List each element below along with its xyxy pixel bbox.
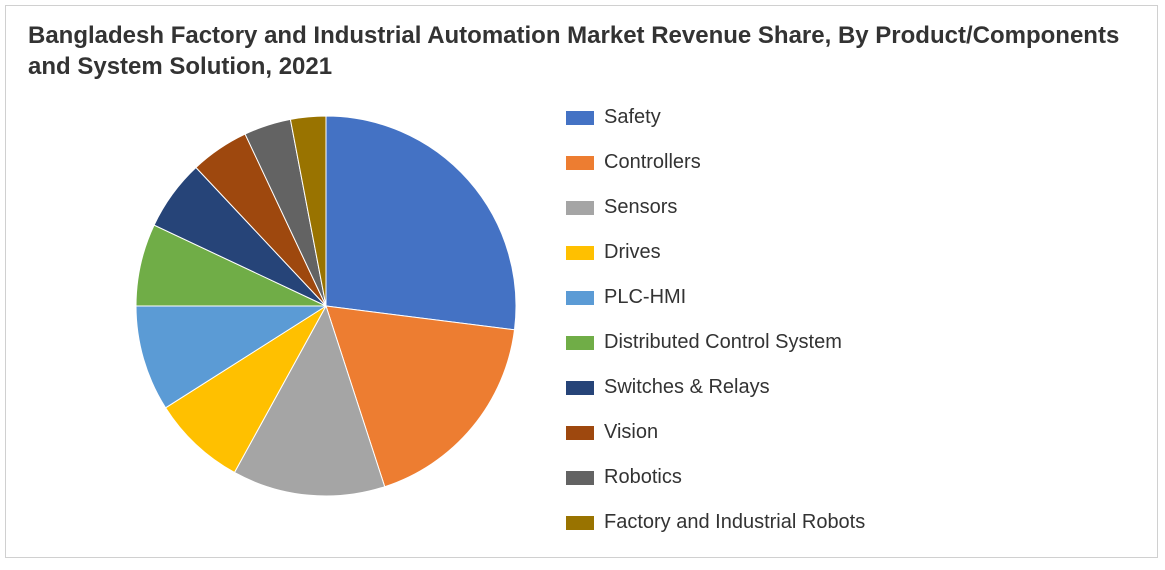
legend-label: Safety	[604, 106, 661, 129]
legend-swatch	[566, 156, 594, 170]
legend-swatch	[566, 471, 594, 485]
legend-swatch	[566, 291, 594, 305]
legend-swatch	[566, 426, 594, 440]
legend-item: Factory and Industrial Robots	[566, 511, 865, 534]
legend-label: PLC-HMI	[604, 286, 686, 309]
legend-item: Switches & Relays	[566, 376, 865, 399]
legend-item: Vision	[566, 421, 865, 444]
legend-item: PLC-HMI	[566, 286, 865, 309]
legend-swatch	[566, 201, 594, 215]
pie-chart	[136, 116, 516, 496]
pie-slice	[326, 116, 516, 330]
legend-label: Vision	[604, 421, 658, 444]
legend-label: Controllers	[604, 151, 701, 174]
legend-label: Factory and Industrial Robots	[604, 511, 865, 534]
legend-item: Controllers	[566, 151, 865, 174]
legend-item: Safety	[566, 106, 865, 129]
legend-swatch	[566, 336, 594, 350]
legend-swatch	[566, 111, 594, 125]
chart-container: Bangladesh Factory and Industrial Automa…	[5, 5, 1158, 558]
legend-item: Distributed Control System	[566, 331, 865, 354]
chart-title: Bangladesh Factory and Industrial Automa…	[28, 20, 1135, 82]
legend-item: Drives	[566, 241, 865, 264]
legend-item: Robotics	[566, 466, 865, 489]
legend-label: Sensors	[604, 196, 677, 219]
legend-label: Distributed Control System	[604, 331, 842, 354]
legend-label: Switches & Relays	[604, 376, 770, 399]
legend-item: Sensors	[566, 196, 865, 219]
legend-swatch	[566, 381, 594, 395]
legend-label: Robotics	[604, 466, 682, 489]
chart-legend: Safety Controllers Sensors Drives PLC-HMI Dis…	[566, 106, 865, 534]
legend-label: Drives	[604, 241, 661, 264]
legend-swatch	[566, 516, 594, 530]
legend-swatch	[566, 246, 594, 260]
